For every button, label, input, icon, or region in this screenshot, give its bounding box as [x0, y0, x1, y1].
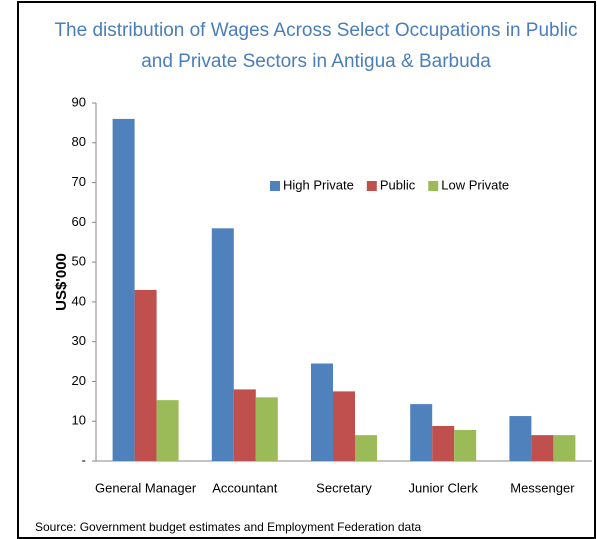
legend-label: Public — [380, 177, 416, 192]
source: Source: Government budget estimates and … — [35, 520, 422, 534]
bar — [553, 435, 576, 461]
x-tick-label: Messenger — [510, 480, 575, 495]
legend-label: Low Private — [441, 177, 509, 192]
y-tick-label: 30 — [72, 333, 86, 348]
y-tick-label: 80 — [72, 134, 86, 149]
bar — [311, 363, 333, 461]
bar — [156, 400, 179, 461]
y-axis-label: US$'000 — [53, 253, 70, 311]
bar — [255, 397, 278, 461]
bar — [454, 429, 477, 461]
x-tick-label: Accountant — [212, 480, 277, 495]
x-tick-label: Secretary — [316, 480, 372, 495]
bar — [432, 425, 455, 461]
x-tick-label: Junior Clerk — [409, 480, 479, 495]
y-tick-label: 70 — [72, 174, 86, 189]
legend-swatch — [366, 181, 377, 191]
bar — [233, 389, 256, 461]
y-tick-label: 50 — [72, 254, 86, 269]
bar — [531, 435, 554, 461]
y-tick-label: 60 — [72, 214, 86, 229]
bar — [509, 416, 532, 461]
bar — [112, 118, 135, 462]
bar — [410, 404, 433, 461]
bar — [134, 289, 157, 461]
legend-swatch — [270, 181, 280, 191]
legend-label: High Private — [283, 177, 354, 192]
bar — [355, 435, 377, 461]
y-tick-label: 90 — [72, 94, 86, 109]
frame — [17, 1, 596, 539]
y-tick-label: 20 — [72, 373, 86, 388]
chart-title: The distribution of Wages Across Select … — [54, 20, 577, 41]
bar — [211, 228, 234, 461]
y-tick-label: 40 — [72, 293, 86, 308]
bar — [333, 391, 355, 461]
legend-swatch — [428, 181, 439, 191]
y-tick-label: - — [82, 452, 86, 467]
chart-title: and Private Sectors in Antigua & Barbuda — [141, 51, 491, 72]
x-tick-label: General Manager — [95, 480, 197, 495]
y-tick-label: 10 — [72, 413, 86, 428]
